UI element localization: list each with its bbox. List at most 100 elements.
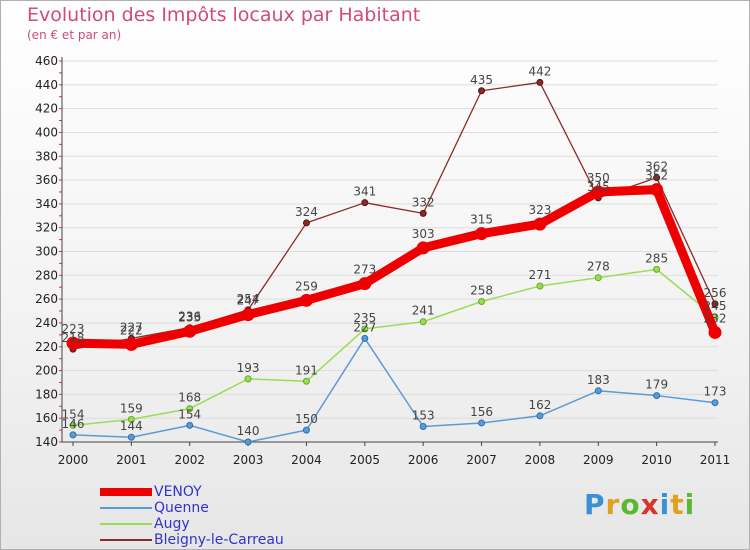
data-label: 146	[62, 417, 85, 431]
data-label: 233	[178, 310, 201, 324]
x-tick-label: 2004	[291, 453, 322, 467]
y-tick-labels: 140 160 180 200 220 240 260 280 300 320 340 360 380 4…	[35, 54, 58, 449]
data-label: 241	[412, 304, 435, 318]
y-tick-label: 320	[35, 221, 58, 235]
data-label: 159	[120, 401, 143, 415]
y-tick-label: 240	[35, 316, 58, 330]
y-tick-label: 460	[35, 54, 58, 68]
data-point	[186, 421, 194, 429]
legend-swatch	[100, 523, 152, 525]
x-tick-label: 2010	[641, 453, 672, 467]
data-point	[361, 199, 369, 207]
axes	[59, 57, 718, 446]
data-point	[127, 415, 135, 423]
data-label: 168	[178, 391, 201, 405]
data-point	[302, 426, 310, 434]
y-tick-label: 260	[35, 292, 58, 306]
y-tick-label: 140	[35, 435, 58, 449]
legend-swatch	[100, 539, 152, 541]
x-tick-label: 2005	[350, 453, 381, 467]
y-tick-label: 300	[35, 245, 58, 259]
data-label: 222	[120, 323, 143, 337]
data-label: 350	[587, 171, 610, 185]
data-label: 352	[645, 169, 668, 183]
data-point	[361, 334, 369, 342]
y-tick-label: 220	[35, 340, 58, 354]
data-label: 227	[353, 320, 376, 334]
data-point	[533, 217, 547, 231]
y-tick-label: 200	[35, 364, 58, 378]
data-label: 332	[412, 195, 435, 209]
data-label: 223	[62, 322, 85, 336]
legend-swatch	[100, 488, 152, 496]
x-tick-label: 2002	[174, 453, 205, 467]
data-label: 259	[295, 279, 318, 293]
y-tick-label: 160	[35, 411, 58, 425]
data-label: 153	[412, 409, 435, 423]
data-label: 232	[704, 311, 727, 325]
y-tick-label: 180	[35, 387, 58, 401]
data-labels: 146 144 154 140 150 227 153 156 162 183 179 173 154 1…	[62, 64, 727, 438]
chart-title: Evolution des Impôts locaux par Habitant	[27, 4, 421, 26]
legend-label: Bleigny-le-Carreau	[154, 532, 284, 548]
data-label: 362	[645, 160, 668, 174]
proxiti-logo: Proxiti	[584, 488, 696, 521]
data-label: 154	[62, 407, 85, 421]
data-point	[419, 423, 427, 431]
data-label: 156	[470, 405, 493, 419]
data-point	[361, 325, 369, 333]
data-label: 154	[178, 407, 201, 421]
data-label: 323	[528, 203, 551, 217]
data-label: 278	[587, 260, 610, 274]
data-label: 183	[587, 373, 610, 387]
data-label: 144	[120, 419, 143, 433]
x-tick-label: 2003	[233, 453, 264, 467]
x-tick-label: 2001	[116, 453, 147, 467]
data-point	[653, 392, 661, 400]
grid-lines	[62, 60, 718, 443]
y-tick-label: 420	[35, 102, 58, 116]
series-line-quenne	[72, 337, 716, 443]
data-point	[650, 183, 664, 197]
y-tick-label: 400	[35, 125, 58, 139]
data-point	[475, 227, 489, 241]
data-point	[708, 325, 722, 339]
data-label: 442	[528, 64, 551, 78]
data-point	[299, 293, 313, 307]
x-tick-label: 2000	[58, 453, 89, 467]
data-point	[591, 185, 605, 199]
data-point	[478, 419, 486, 427]
y-tick-label: 280	[35, 268, 58, 282]
y-tick-label: 440	[35, 78, 58, 92]
legend-label: VENOY	[154, 484, 202, 500]
data-point	[711, 399, 719, 407]
series-line-augy	[72, 268, 716, 427]
data-label: 345	[587, 180, 610, 194]
data-point	[69, 421, 77, 429]
y-tick-label: 380	[35, 149, 58, 163]
data-point	[478, 87, 486, 95]
data-label: 341	[353, 185, 376, 199]
y-tick-label: 360	[35, 173, 58, 187]
data-point	[594, 387, 602, 395]
data-label: 235	[353, 311, 376, 325]
legend-label: Quenne	[154, 500, 209, 516]
data-point	[653, 174, 661, 182]
data-label: 315	[470, 213, 493, 227]
x-tick-label: 2011	[700, 453, 731, 467]
series-line-bleigny-le-carreau	[72, 81, 716, 350]
data-point	[358, 277, 372, 291]
data-label: 245	[704, 299, 727, 313]
data-point	[186, 405, 194, 413]
data-point	[127, 433, 135, 441]
data-label: 191	[295, 363, 318, 377]
data-label: 173	[704, 385, 727, 399]
x-tick-label: 2006	[408, 453, 439, 467]
data-label: 193	[237, 361, 260, 375]
data-point	[244, 438, 252, 446]
x-tick-label: 2009	[583, 453, 614, 467]
data-label: 179	[645, 378, 668, 392]
data-point	[241, 308, 255, 322]
data-point	[653, 265, 661, 273]
